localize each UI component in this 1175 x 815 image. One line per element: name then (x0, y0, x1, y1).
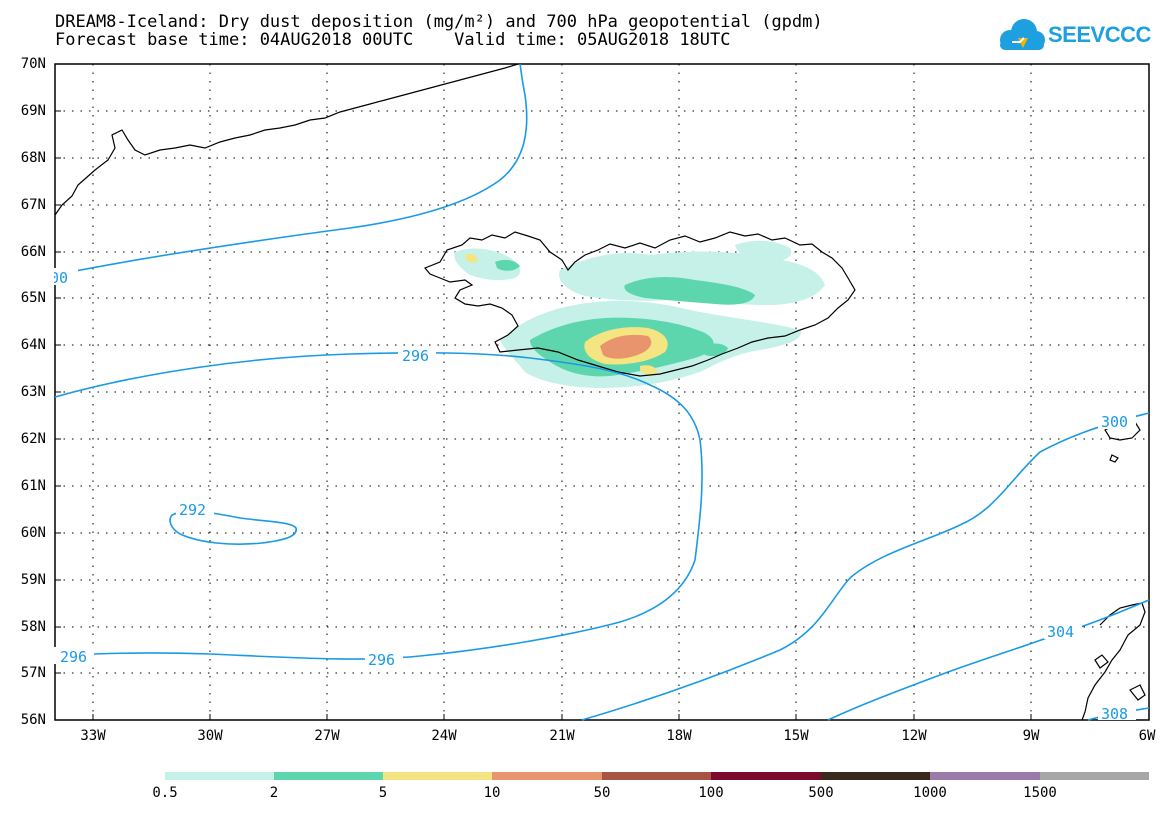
map-subtitle: Forecast base time: 04AUG2018 00UTC Vali… (55, 30, 731, 50)
lat-label: 60N (20, 525, 46, 541)
lon-label: 12W (901, 728, 927, 744)
colorbar-label: 50 (593, 785, 611, 801)
lat-label: 68N (20, 150, 46, 166)
colorbar-label: 2 (269, 785, 279, 801)
contour-label-296-south: 296 (368, 651, 395, 669)
colorbar-swatch (1040, 772, 1149, 780)
seevccc-logo (1000, 19, 1045, 50)
lon-label: 30W (197, 728, 223, 744)
contour-label-292: 292 (179, 501, 206, 519)
lat-label: 69N (20, 103, 46, 119)
colorbar-swatch (165, 772, 274, 780)
map-frame (54, 63, 1150, 721)
colorbar-swatch (492, 772, 602, 780)
scotland-islands-coastline (1129, 684, 1146, 701)
lat-label: 61N (20, 478, 46, 494)
contour-label-304: 304 (1047, 623, 1074, 641)
graticule (55, 64, 1149, 720)
colorbar-swatch (711, 772, 821, 780)
dust-level-0.5 (559, 251, 825, 306)
dust-level-10 (600, 334, 652, 359)
geopotential-contours (54, 63, 1150, 721)
dust-level-2 (700, 343, 728, 357)
lon-label: 33W (80, 728, 106, 744)
contour-label-308: 308 (1101, 705, 1128, 723)
lon-label: 24W (431, 728, 457, 744)
lat-label: 65N (20, 290, 46, 306)
contour-292 (169, 510, 297, 545)
faroe-islands-coastline (1109, 454, 1119, 463)
lat-label: 63N (20, 384, 46, 400)
colorbar-label: 0.5 (152, 785, 178, 801)
lat-label: 67N (20, 197, 46, 213)
contour-label-296-west: 296 (60, 648, 87, 666)
colorbar-label: 1000 (913, 785, 947, 801)
lon-label: 21W (549, 728, 575, 744)
colorbar-label: 100 (698, 785, 724, 801)
contour-296-north (54, 352, 703, 660)
lat-label: 59N (20, 572, 46, 588)
lat-label: 70N (20, 56, 46, 72)
lat-label: 66N (20, 244, 46, 260)
colorbar-swatch (602, 772, 711, 780)
greenland-coastline (54, 63, 519, 216)
dust-level-0.5 (735, 240, 792, 262)
coastlines (54, 63, 1146, 721)
lat-label: 58N (20, 619, 46, 635)
colorbar-swatch (274, 772, 383, 780)
contour-300-east (581, 412, 1150, 721)
colorbar-swatch (383, 772, 492, 780)
scotland-islands-coastline (1094, 654, 1109, 669)
lon-label: 6W (1138, 728, 1156, 744)
contour-304 (827, 599, 1150, 721)
iceland-coastline (424, 231, 856, 377)
map-title: DREAM8-Iceland: Dry dust deposition (mg/… (55, 12, 823, 32)
lat-label: 62N (20, 431, 46, 447)
colorbar-swatch (930, 772, 1040, 780)
lon-label: 18W (666, 728, 692, 744)
colorbar-label: 500 (808, 785, 834, 801)
dust-level-5 (465, 253, 478, 263)
logo-text: SEEVCCC (1048, 22, 1151, 47)
colorbar-label: 1500 (1023, 785, 1057, 801)
scotland-coastline (1081, 602, 1146, 721)
contour-300-west (54, 63, 528, 276)
dust-level-5 (640, 365, 658, 375)
dust-level-2 (495, 259, 520, 271)
colorbar-label: 10 (483, 785, 501, 801)
contour-label-300-east: 300 (1101, 413, 1128, 431)
colorbar-swatch (821, 772, 930, 780)
dust-deposition-field (454, 240, 825, 388)
lon-label: 9W (1022, 728, 1040, 744)
lon-label: 27W (314, 728, 340, 744)
lat-label: 56N (20, 712, 46, 728)
axis-ticks (55, 63, 1032, 720)
colorbar-label: 5 (378, 785, 388, 801)
contour-label-296-north: 296 (402, 347, 429, 365)
lat-label: 64N (20, 337, 46, 353)
lon-label: 15W (783, 728, 809, 744)
lat-label: 57N (20, 665, 46, 681)
colorbar (165, 772, 1149, 780)
dust-level-2 (624, 277, 755, 305)
